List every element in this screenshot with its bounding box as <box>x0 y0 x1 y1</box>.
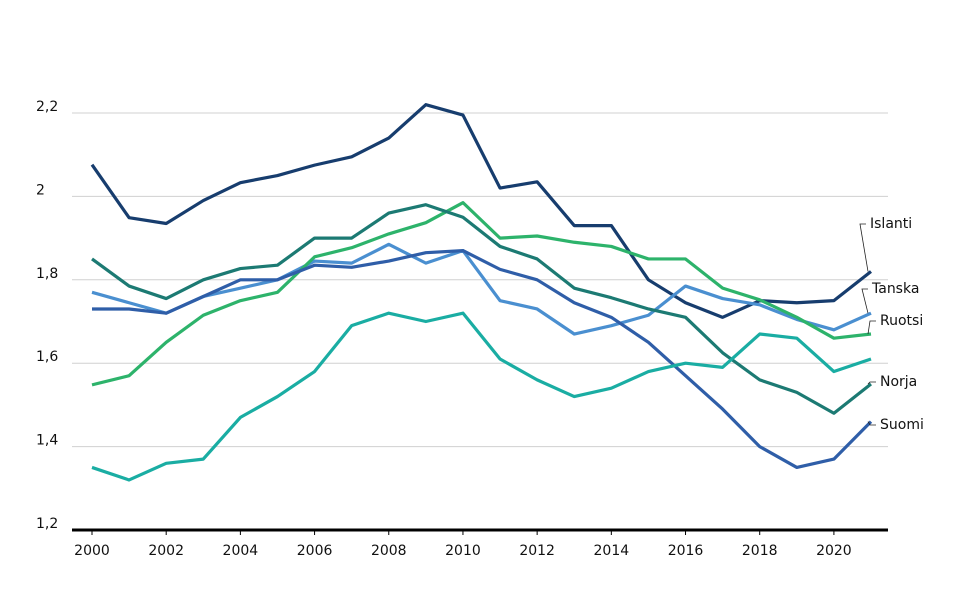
x-tick-label: 2020 <box>816 543 852 559</box>
x-tick-label: 2014 <box>594 543 630 559</box>
y-tick-label: 1,4 <box>36 433 58 449</box>
series-line <box>90 103 872 319</box>
leader-line <box>861 288 869 314</box>
x-tick-label: 2016 <box>668 543 704 559</box>
series-label: Norja <box>880 374 917 390</box>
x-tick-label: 2018 <box>742 543 778 559</box>
series-line <box>91 201 872 387</box>
x-tick-label: 2002 <box>148 543 184 559</box>
leader-line <box>867 421 876 426</box>
y-tick-label: 1,2 <box>36 516 58 532</box>
leader-line <box>867 320 876 335</box>
x-tick-label: 2004 <box>223 543 259 559</box>
series-label: Islanti <box>870 216 912 232</box>
leader-line <box>867 381 876 385</box>
y-tick-label: 2 <box>36 182 45 198</box>
leader-line <box>859 223 869 272</box>
series-line <box>91 203 872 415</box>
y-tick-label: 1,8 <box>36 266 58 282</box>
x-tick-label: 2010 <box>445 543 481 559</box>
series-label: Tanska <box>871 281 919 297</box>
x-tick-label: 2000 <box>74 543 110 559</box>
y-tick-label: 2,2 <box>36 99 58 115</box>
series-line <box>91 242 872 336</box>
y-tick-label: 1,6 <box>36 349 58 365</box>
x-tick-label: 2006 <box>297 543 333 559</box>
series-label: Suomi <box>880 417 924 433</box>
x-tick-label: 2012 <box>519 543 555 559</box>
series-label: Ruotsi <box>880 313 923 329</box>
series-line <box>91 311 872 482</box>
x-tick-label: 2008 <box>371 543 407 559</box>
series-line <box>92 249 873 470</box>
